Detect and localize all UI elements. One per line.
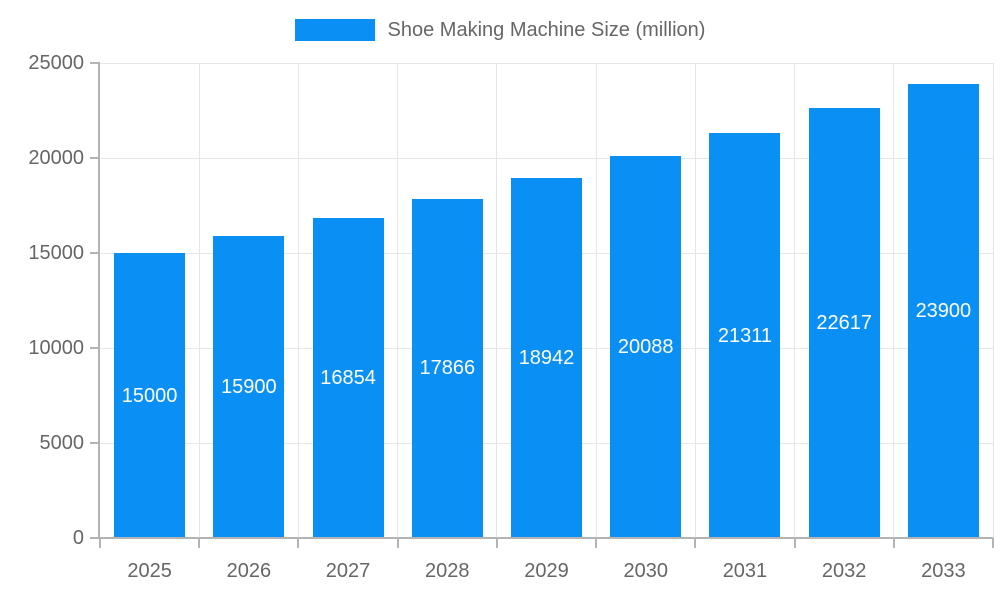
x-axis-line: [98, 537, 993, 539]
y-axis-tick: [90, 347, 100, 349]
legend[interactable]: Shoe Making Machine Size (million): [0, 19, 1000, 41]
y-tick-label: 0: [72, 527, 84, 549]
y-axis-tick: [90, 62, 100, 64]
y-tick-label: 15000: [28, 242, 84, 264]
h-gridline: [100, 157, 993, 159]
x-axis-tick: [892, 538, 895, 548]
bar[interactable]: [511, 178, 582, 538]
bar[interactable]: [312, 217, 384, 538]
bar-value-label: 17866: [419, 357, 476, 380]
x-tick-label: 2030: [623, 560, 668, 582]
bar-value-label: 21311: [717, 324, 772, 347]
x-axis-tick: [396, 538, 399, 548]
x-tick-label: 2026: [226, 560, 272, 582]
bar-value-label: 18942: [518, 347, 575, 370]
v-gridline: [992, 63, 994, 538]
x-tick-label: 2027: [325, 560, 371, 582]
y-tick-label: 20000: [28, 147, 84, 169]
bar-value-label: 15900: [221, 375, 277, 398]
y-tick-label: 25000: [28, 52, 84, 74]
bar[interactable]: [907, 83, 979, 538]
bar[interactable]: [709, 133, 781, 538]
v-gridline: [496, 63, 498, 538]
x-axis-tick: [595, 538, 598, 548]
x-tick-label: 2032: [821, 560, 867, 582]
y-tick-label: 5000: [39, 432, 85, 454]
bar[interactable]: [114, 253, 186, 538]
y-axis-tick: [90, 157, 100, 159]
bar[interactable]: [808, 108, 880, 538]
x-axis-tick: [198, 538, 201, 548]
x-axis-tick: [495, 538, 498, 548]
x-tick-label: 2033: [921, 560, 966, 582]
y-tick-label: 10000: [28, 337, 84, 359]
v-gridline: [397, 63, 399, 538]
bar-value-label: 20088: [617, 336, 674, 359]
x-tick-label: 2025: [127, 560, 172, 582]
v-gridline: [198, 63, 200, 538]
x-tick-label: 2031: [722, 560, 768, 582]
bar-value-label: 23900: [915, 299, 972, 322]
x-tick-label: 2028: [425, 560, 470, 582]
legend-label: Shoe Making Machine Size (million): [387, 19, 706, 41]
v-gridline: [297, 63, 299, 538]
v-gridline: [893, 63, 895, 538]
y-axis-tick: [90, 252, 100, 254]
v-gridline: [794, 63, 796, 538]
h-gridline: [100, 62, 993, 64]
legend-swatch: [294, 19, 375, 41]
bar[interactable]: [411, 198, 483, 538]
y-axis-line: [98, 63, 100, 538]
y-axis-tick: [90, 442, 100, 444]
x-axis-tick: [793, 538, 796, 548]
y-axis-tick: [90, 537, 100, 539]
bar[interactable]: [610, 156, 682, 538]
x-axis-tick: [99, 538, 101, 548]
v-gridline: [694, 63, 696, 538]
bar-value-label: 15000: [121, 384, 178, 407]
v-gridline: [595, 63, 597, 538]
x-tick-label: 2029: [524, 560, 569, 582]
x-axis-tick: [297, 538, 300, 548]
bar-value-label: 22617: [816, 312, 872, 335]
x-axis-tick: [694, 538, 697, 548]
bar-value-label: 16854: [320, 366, 376, 389]
x-axis-tick: [992, 538, 994, 548]
bar[interactable]: [213, 235, 285, 538]
